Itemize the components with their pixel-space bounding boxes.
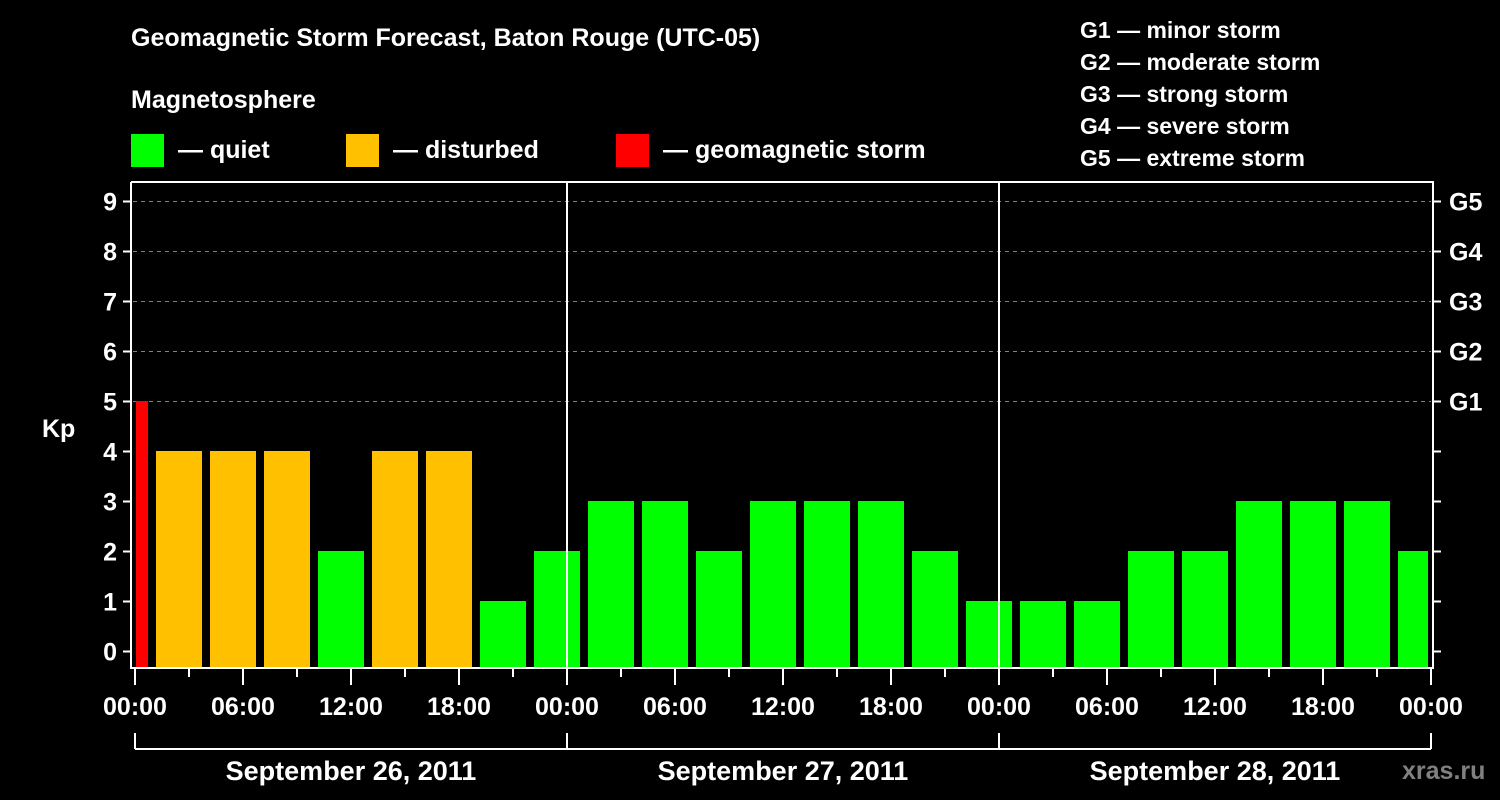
legend-label-quiet: — quiet [178,136,270,164]
kp-bar [642,501,688,667]
kp-bar [480,601,526,667]
kp-bar [1182,551,1228,667]
kp-bar [858,501,904,667]
y-tick-label: 6 [103,339,117,367]
x-tick-label: 06:00 [1075,693,1139,721]
y-tick-label: 7 [103,289,117,317]
legend-label-disturbed: — disturbed [393,136,539,164]
kp-bar [318,551,364,667]
x-tick-label: 12:00 [751,693,815,721]
x-tick-label: 18:00 [427,693,491,721]
y-tick-label: 3 [103,489,117,517]
g-scale-axis-label: G2 [1449,339,1482,367]
g-scale-axis-label: G4 [1449,239,1482,267]
legend-quiet: — quiet [131,134,270,167]
g-scale-axis-label: G3 [1449,289,1482,317]
day-label: September 27, 2011 [658,756,909,786]
y-tick-label: 4 [103,439,117,467]
day-label: September 26, 2011 [226,756,477,786]
g-scale-axis-label: G1 [1449,389,1482,417]
kp-bar [136,401,148,667]
kp-bar [426,451,472,667]
legend-disturbed: — disturbed [346,134,539,167]
legend-swatch-disturbed [346,134,379,167]
day-label: September 28, 2011 [1090,756,1341,786]
chart-subtitle: Magnetosphere [131,86,316,114]
x-tick-label: 00:00 [1399,693,1463,721]
kp-bar [156,451,202,667]
g-scale-item: G5 — extreme storm [1080,145,1305,171]
y-tick-label: 2 [103,539,117,567]
legend-storm: — geomagnetic storm [616,134,926,167]
g-scale-legend: G1 — minor storm G2 — moderate storm G3 … [1080,14,1320,174]
g-scale-item: G1 — minor storm [1080,17,1281,43]
x-tick-label: 18:00 [859,693,923,721]
x-tick-label: 18:00 [1291,693,1355,721]
kp-bar [1398,551,1428,667]
y-tick-label: 9 [103,189,117,217]
y-tick-label: 8 [103,239,117,267]
kp-bar [372,451,418,667]
legend-swatch-storm [616,134,649,167]
x-tick-label: 06:00 [643,693,707,721]
kp-bar [210,451,256,667]
chart-title: Geomagnetic Storm Forecast, Baton Rouge … [131,24,761,52]
kp-bar [264,451,310,667]
kp-bar [1128,551,1174,667]
y-tick-label: 1 [103,589,117,617]
g-scale-item: G3 — strong storm [1080,81,1289,107]
watermark: xras.ru [1402,757,1486,785]
kp-bar [966,601,1012,667]
g-scale-item: G2 — moderate storm [1080,49,1321,75]
x-tick-label: 12:00 [1183,693,1247,721]
kp-bar [534,551,580,667]
kp-bar [1290,501,1336,667]
y-tick-label: 5 [103,389,117,417]
y-tick-label: 0 [103,639,117,667]
kp-bar [750,501,796,667]
kp-bar [912,551,958,667]
kp-bar [804,501,850,667]
kp-bar [1020,601,1066,667]
legend-swatch-quiet [131,134,164,167]
x-tick-label: 12:00 [319,693,383,721]
kp-bar [588,501,634,667]
x-tick-label: 06:00 [211,693,275,721]
legend-label-storm: — geomagnetic storm [663,136,926,164]
g-scale-axis-label: G5 [1449,189,1482,217]
kp-bar [1236,501,1282,667]
x-tick-label: 00:00 [103,693,167,721]
kp-bar [1344,501,1390,667]
g-scale-item: G4 — severe storm [1080,113,1290,139]
x-tick-label: 00:00 [535,693,599,721]
x-tick-label: 00:00 [967,693,1031,721]
y-axis-label: Kp [42,415,75,443]
kp-bar [1074,601,1120,667]
kp-bar [696,551,742,667]
